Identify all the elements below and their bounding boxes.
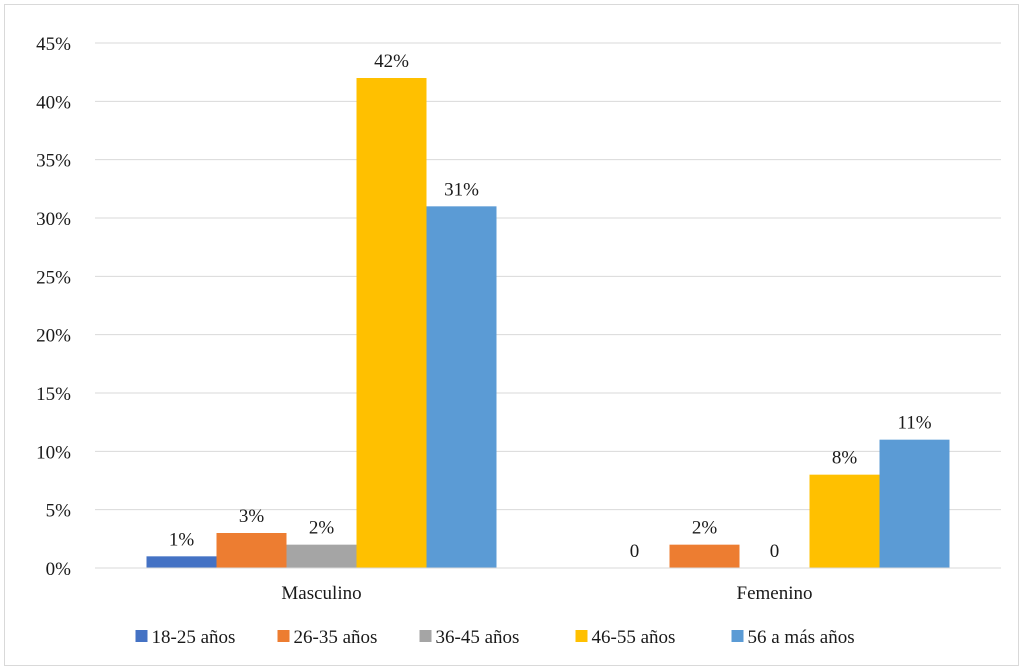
data-label: 11%: [897, 413, 931, 434]
legend-label: 18-25 años: [152, 627, 236, 648]
y-axis-ticks: 0% 5% 10% 15% 20% 25% 30% 35% 40% 45%: [36, 34, 71, 580]
x-axis-categories: Masculino Femenino: [281, 583, 812, 604]
data-label: 42%: [374, 51, 409, 72]
bar-masculino-1: [216, 533, 287, 568]
legend-label: 36-45 años: [436, 627, 520, 648]
y-tick-label: 0%: [46, 559, 72, 580]
y-tick-label: 35%: [36, 151, 71, 172]
x-category-label: Femenino: [737, 583, 813, 604]
legend-label: 46-55 años: [592, 627, 676, 648]
legend-swatch: [277, 630, 290, 642]
y-tick-label: 30%: [36, 209, 71, 230]
bar-femenino-4: [879, 439, 950, 568]
legend-item: 18-25 años: [135, 627, 236, 648]
data-label: 31%: [444, 179, 479, 200]
y-tick-label: 15%: [36, 384, 71, 405]
bar-masculino-2: [286, 544, 357, 568]
data-label: 3%: [239, 506, 265, 527]
bars: [146, 78, 950, 569]
bar-chart: 0% 5% 10% 15% 20% 25% 30% 35% 40% 45% 1% 3% 2% 42% 31…: [36, 34, 1001, 648]
bar-femenino-1: [669, 544, 740, 568]
y-tick-label: 10%: [36, 442, 71, 463]
y-tick-label: 45%: [36, 34, 71, 55]
legend-swatch: [135, 630, 148, 642]
y-tick-label: 20%: [36, 326, 71, 347]
chart-frame: 0% 5% 10% 15% 20% 25% 30% 35% 40% 45% 1% 3% 2% 42% 31…: [4, 4, 1019, 666]
y-tick-label: 25%: [36, 267, 71, 288]
legend-item: 36-45 años: [419, 627, 520, 648]
y-tick-label: 5%: [46, 501, 72, 522]
legend-item: 56 a más años: [731, 627, 855, 648]
data-labels: 1% 3% 2% 42% 31% 0 2% 0 8% 11%: [169, 51, 932, 562]
data-label: 8%: [832, 448, 858, 469]
data-label: 2%: [692, 518, 718, 539]
legend-item: 46-55 años: [575, 627, 676, 648]
data-label: 2%: [309, 518, 335, 539]
legend-swatch: [419, 630, 432, 642]
data-label: 0: [770, 541, 780, 562]
y-tick-label: 40%: [36, 92, 71, 113]
bar-masculino-0: [146, 556, 217, 568]
legend-label: 26-35 años: [294, 627, 378, 648]
gridlines: [95, 42, 1001, 511]
legend-swatch: [731, 630, 744, 642]
legend-swatch: [575, 630, 588, 642]
data-label: 1%: [169, 529, 195, 550]
bar-masculino-4: [426, 206, 497, 569]
bar-femenino-3: [809, 474, 880, 568]
bar-masculino-3: [356, 78, 427, 568]
legend: 18-25 años 26-35 años 36-45 años 46-55 años…: [135, 627, 855, 648]
legend-item: 26-35 años: [277, 627, 378, 648]
data-label: 0: [630, 541, 640, 562]
x-category-label: Masculino: [281, 583, 361, 604]
legend-label: 56 a más años: [748, 627, 855, 648]
